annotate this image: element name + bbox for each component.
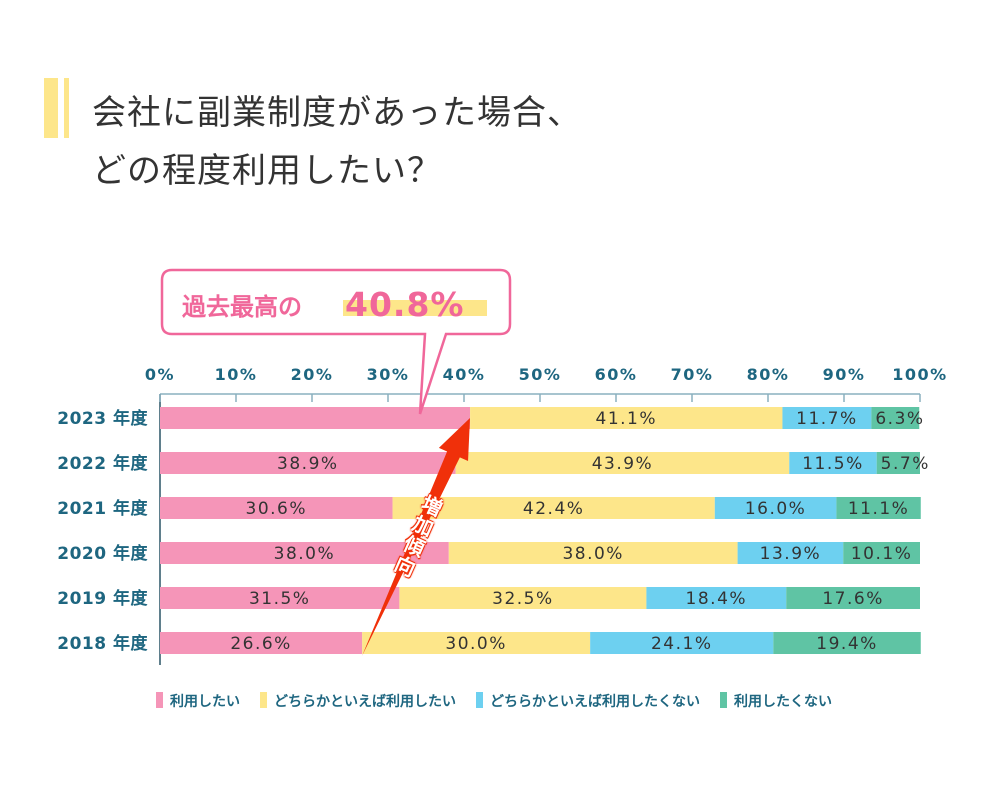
category-label: 2019 年度 <box>57 588 148 609</box>
data-label: 30.6% <box>246 499 308 519</box>
x-tick-label: 20% <box>291 365 334 384</box>
bar-segment <box>737 542 844 564</box>
data-label: 10.1% <box>851 544 913 564</box>
data-label: 32.5% <box>492 589 554 609</box>
category-label: 2020 年度 <box>57 543 148 564</box>
data-label: 43.9% <box>592 454 654 474</box>
bar-segment <box>160 452 456 474</box>
bar-segment <box>789 452 877 474</box>
data-label: 5.7% <box>881 454 930 474</box>
legend-swatch <box>260 692 267 708</box>
data-label: 19.4% <box>816 634 878 654</box>
x-tick-label: 50% <box>519 365 562 384</box>
data-label: 18.4% <box>686 589 748 609</box>
data-label: 24.1% <box>651 634 713 654</box>
data-label: 26.6% <box>230 634 292 654</box>
data-label: 38.9% <box>277 454 339 474</box>
data-label: 11.7% <box>796 409 858 429</box>
bar-segment <box>455 452 790 474</box>
x-tick-label: 10% <box>215 365 258 384</box>
x-tick-label: 100% <box>892 365 947 384</box>
x-tick-label: 70% <box>671 365 714 384</box>
data-label: 38.0% <box>274 544 336 564</box>
data-label: 6.3% <box>875 409 924 429</box>
bar-segment <box>646 587 787 609</box>
bar-segment <box>470 407 783 429</box>
data-label: 13.9% <box>760 544 822 564</box>
data-label: 16.0% <box>745 499 807 519</box>
callout-value: 40.8% <box>345 285 465 324</box>
bar-segment <box>773 632 921 654</box>
x-tick-label: 80% <box>747 365 790 384</box>
data-label: 30.0% <box>445 634 507 654</box>
bar-segment <box>160 542 449 564</box>
data-label: 11.5% <box>802 454 864 474</box>
bar-segment <box>590 632 774 654</box>
category-label: 2022 年度 <box>57 453 148 474</box>
x-tick-label: 40% <box>443 365 486 384</box>
bar-segment <box>843 542 920 564</box>
title-accent <box>64 78 69 138</box>
category-label: 2018 年度 <box>57 633 148 654</box>
data-label: 11.1% <box>848 499 910 519</box>
x-tick-label: 30% <box>367 365 410 384</box>
bar-segment <box>362 632 591 654</box>
legend-label: 利用したくない <box>734 693 832 710</box>
increase-arrow <box>362 418 470 656</box>
callout-prefix: 過去最高の <box>182 293 302 321</box>
bar-segment <box>160 632 363 654</box>
bar-segment <box>714 497 837 519</box>
category-label: 2021 年度 <box>57 498 148 519</box>
bar-segment <box>786 587 920 609</box>
title-line-1: 会社に副業制度があった場合、 <box>92 93 582 133</box>
bar-segment <box>160 587 400 609</box>
bar-segment <box>392 497 715 519</box>
legend-label: どちらかといえば利用したくない <box>490 693 700 710</box>
bar-segment <box>871 407 920 429</box>
chart-title: 会社に副業制度があった場合、 どの程度利用したい？ <box>92 84 582 200</box>
legend-swatch <box>476 692 483 708</box>
data-label: 31.5% <box>249 589 311 609</box>
legend-label: 利用したい <box>170 693 240 710</box>
x-tick-label: 90% <box>823 365 866 384</box>
category-label: 2023 年度 <box>57 408 148 429</box>
bar-segment <box>876 452 920 474</box>
callout-highlight <box>343 300 487 316</box>
data-label: 42.4% <box>523 499 585 519</box>
legend-label: どちらかといえば利用したい <box>274 693 456 710</box>
x-tick-label: 0% <box>145 365 175 384</box>
x-tick-label: 60% <box>595 365 638 384</box>
data-label: 17.6% <box>822 589 884 609</box>
title-line-2: どの程度利用したい？ <box>92 151 442 191</box>
data-label: 41.1% <box>596 409 658 429</box>
bar-segment <box>836 497 921 519</box>
legend-swatch <box>156 692 163 708</box>
data-label: 38.0% <box>562 544 624 564</box>
bar-segment <box>782 407 872 429</box>
bar-segment <box>399 587 647 609</box>
bar-segment <box>448 542 738 564</box>
bar-segment <box>160 407 471 429</box>
title-accent <box>44 78 58 138</box>
bar-segment <box>160 497 393 519</box>
legend-swatch <box>720 692 727 708</box>
